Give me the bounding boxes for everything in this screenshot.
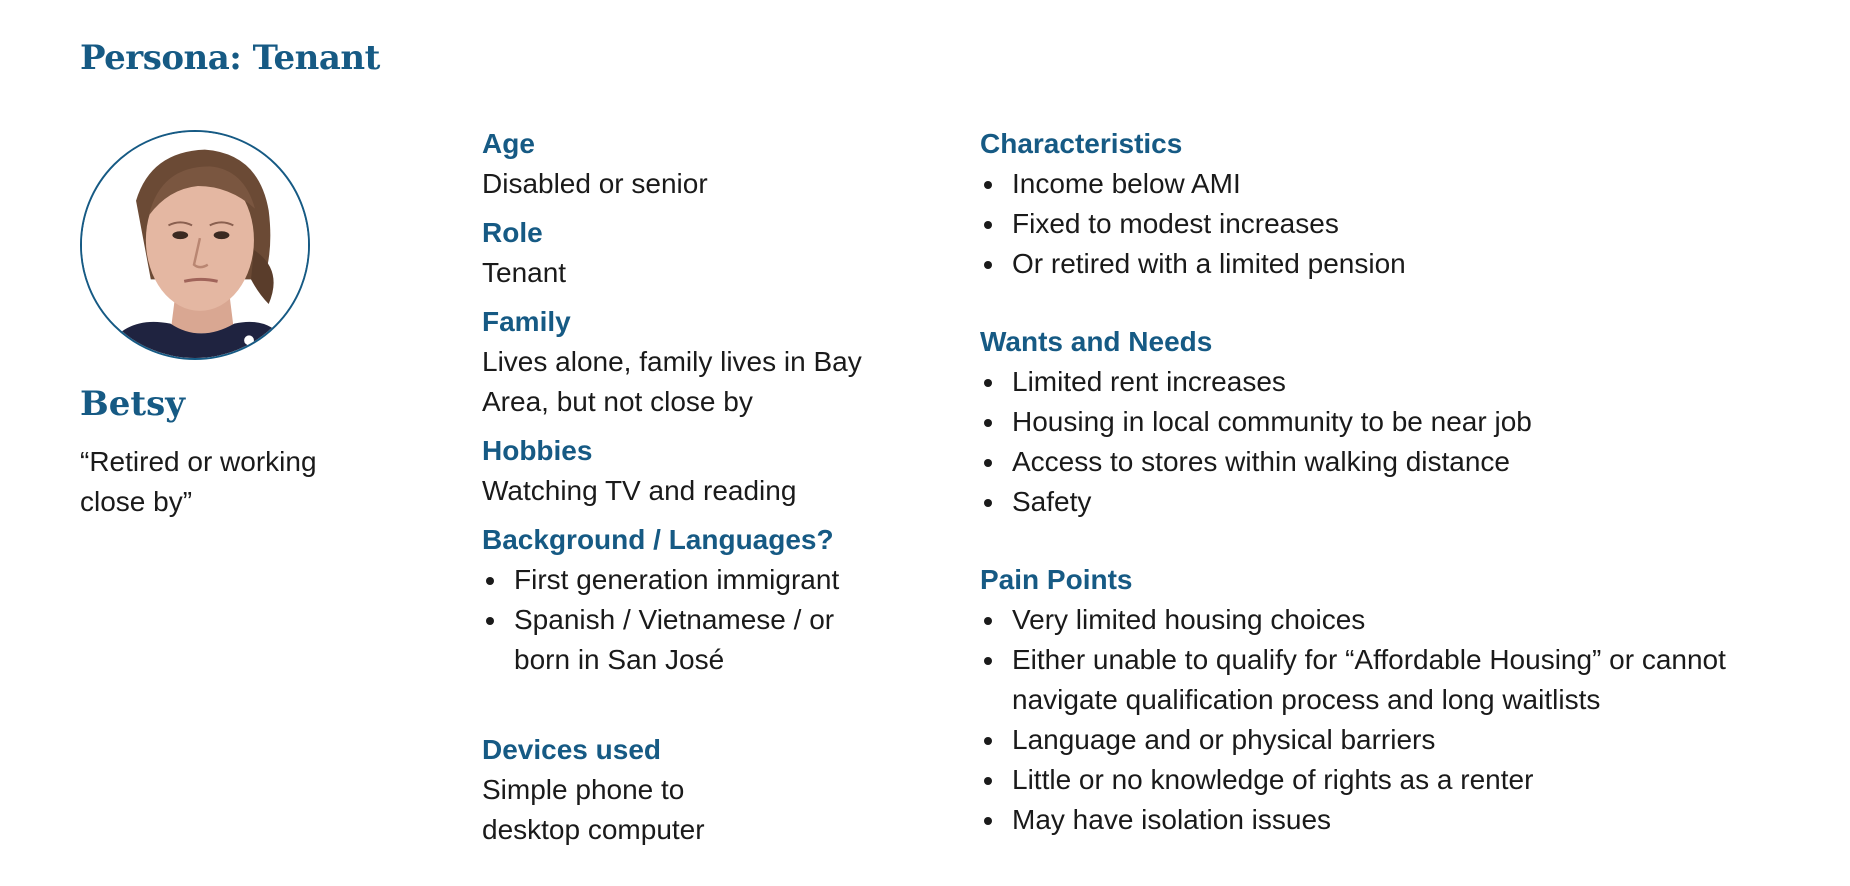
- list-item: Spanish / Vietnamese / or born in San Jo…: [482, 600, 844, 680]
- role-heading: Role: [482, 217, 543, 248]
- role-section: Role Tenant: [482, 213, 902, 293]
- wants-heading: Wants and Needs: [980, 326, 1213, 357]
- person-portrait-icon: [82, 132, 308, 358]
- background-heading: Background / Languages?: [482, 524, 834, 555]
- characteristics-section: Characteristics Income below AMI Fixed t…: [980, 124, 1820, 284]
- wants-section: Wants and Needs Limited rent increases H…: [980, 322, 1820, 522]
- background-list: First generation immigrant Spanish / Vie…: [482, 560, 902, 680]
- list-item: Either unable to qualify for “Affordable…: [980, 640, 1772, 720]
- devices-heading: Devices used: [482, 734, 661, 765]
- avatar: [80, 130, 310, 360]
- family-section: Family Lives alone, family lives in Bay …: [482, 302, 902, 422]
- hobbies-value: Watching TV and reading: [482, 475, 797, 506]
- role-value: Tenant: [482, 257, 567, 288]
- devices-value: Simple phone to: [482, 774, 685, 805]
- persona-quote: “Retired or working close by”: [80, 442, 380, 522]
- needs-column: Characteristics Income below AMI Fixed t…: [980, 124, 1820, 840]
- pain-points-heading: Pain Points: [980, 564, 1133, 595]
- persona-name: Betsy: [80, 384, 185, 424]
- devices-value: desktop computer: [482, 814, 705, 845]
- devices-section: Devices used Simple phone to desktop com…: [482, 730, 902, 850]
- list-item: Access to stores within walking distance: [980, 442, 1820, 482]
- list-item: Income below AMI: [980, 164, 1820, 204]
- list-item: Limited rent increases: [980, 362, 1820, 402]
- persona-quote-line: “Retired or working: [80, 446, 317, 477]
- pain-points-section: Pain Points Very limited housing choices…: [980, 560, 1820, 840]
- list-item: Or retired with a limited pension: [980, 244, 1820, 284]
- characteristics-list: Income below AMI Fixed to modest increas…: [980, 164, 1820, 284]
- age-value: Disabled or senior: [482, 168, 708, 199]
- pain-points-list: Very limited housing choices Either unab…: [980, 600, 1820, 840]
- hobbies-heading: Hobbies: [482, 435, 593, 466]
- family-value: Area, but not close by: [482, 386, 753, 417]
- age-section: Age Disabled or senior: [482, 124, 902, 204]
- persona-card: Betsy “Retired or working close by”: [80, 130, 380, 522]
- list-item: Very limited housing choices: [980, 600, 1820, 640]
- background-section: Background / Languages? First generation…: [482, 520, 902, 680]
- list-item: First generation immigrant: [482, 560, 902, 600]
- list-item: Fixed to modest increases: [980, 204, 1820, 244]
- hobbies-section: Hobbies Watching TV and reading: [482, 431, 902, 511]
- list-item: Safety: [980, 482, 1820, 522]
- page-title: Persona: Tenant: [80, 38, 380, 78]
- family-heading: Family: [482, 306, 571, 337]
- profile-details: Age Disabled or senior Role Tenant Famil…: [482, 124, 902, 859]
- persona-quote-line: close by”: [80, 486, 193, 517]
- age-heading: Age: [482, 128, 535, 159]
- list-item: May have isolation issues: [980, 800, 1820, 840]
- characteristics-heading: Characteristics: [980, 128, 1183, 159]
- family-value: Lives alone, family lives in Bay: [482, 346, 862, 377]
- list-item: Language and or physical barriers: [980, 720, 1820, 760]
- list-item: Housing in local community to be near jo…: [980, 402, 1820, 442]
- wants-list: Limited rent increases Housing in local …: [980, 362, 1820, 522]
- list-item: Little or no knowledge of rights as a re…: [980, 760, 1820, 800]
